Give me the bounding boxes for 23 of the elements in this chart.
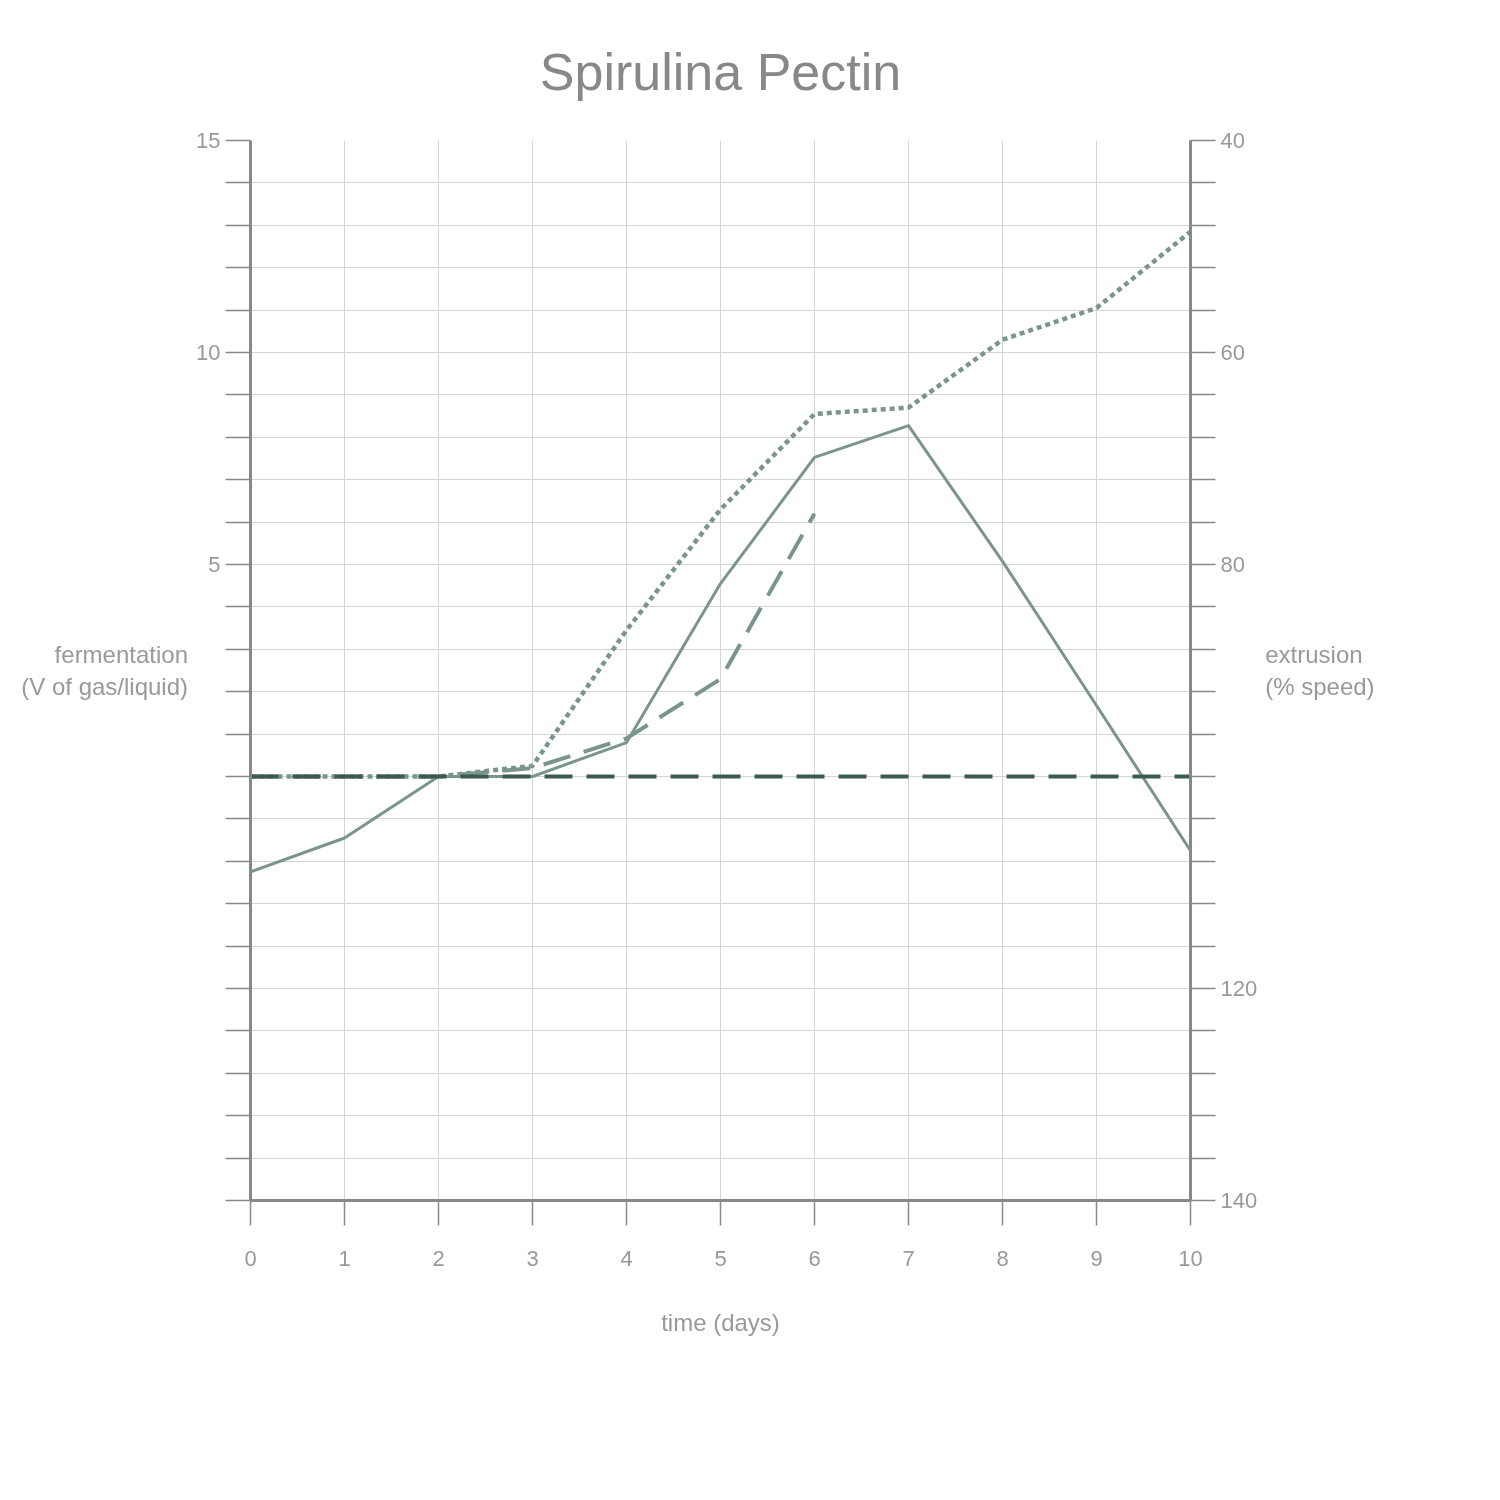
chart-title: Spirulina Pectin xyxy=(539,42,902,101)
y-axis-title: fermentation (V of gas/liquid) xyxy=(21,640,189,701)
y2-tick-label: 80 xyxy=(1220,552,1245,577)
y-tick-label: 10 xyxy=(196,340,221,365)
y-tick-label: 15 xyxy=(196,128,221,153)
y2-tick-label: 140 xyxy=(1220,1188,1258,1213)
x-tick-label: 8 xyxy=(996,1245,1009,1271)
y2-tick-label: 40 xyxy=(1220,128,1245,153)
y2-tick-label: 120 xyxy=(1220,976,1258,1001)
y2-axis-title: extrusion (% speed) xyxy=(1265,640,1375,701)
x-axis-title: time (days) xyxy=(661,1308,780,1336)
x-tick-label: 9 xyxy=(1090,1245,1103,1271)
x-tick-label: 6 xyxy=(808,1245,821,1271)
x-tick-label: 7 xyxy=(902,1245,915,1271)
x-tick-label: 0 xyxy=(244,1245,257,1271)
x-tick-label: 10 xyxy=(1178,1245,1203,1271)
y2-tick-label: 60 xyxy=(1220,340,1245,365)
y-tick-label: 5 xyxy=(208,552,221,577)
x-tick-label: 2 xyxy=(432,1245,445,1271)
x-tick-label: 5 xyxy=(714,1245,727,1271)
x-tick-label: 4 xyxy=(620,1245,633,1271)
x-tick-label: 1 xyxy=(338,1245,351,1271)
x-tick-label: 3 xyxy=(526,1245,539,1271)
